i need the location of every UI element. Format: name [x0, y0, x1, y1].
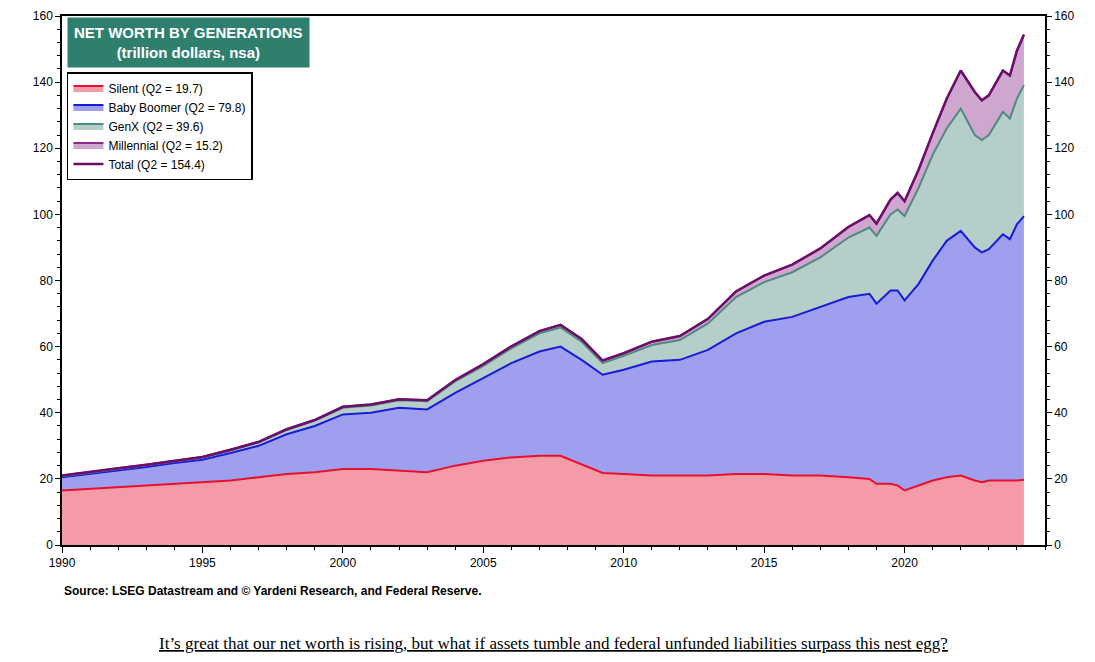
- svg-text:40: 40: [1054, 406, 1068, 420]
- svg-text:Baby Boomer (Q2 = 79.8): Baby Boomer (Q2 = 79.8): [108, 101, 245, 115]
- svg-text:Total (Q2 = 154.4): Total (Q2 = 154.4): [108, 158, 204, 172]
- svg-text:2010: 2010: [610, 556, 637, 570]
- svg-text:Millennial (Q2 = 15.2): Millennial (Q2 = 15.2): [108, 139, 222, 153]
- svg-text:0: 0: [1054, 538, 1061, 552]
- svg-text:160: 160: [1054, 9, 1074, 23]
- svg-text:100: 100: [1054, 208, 1074, 222]
- svg-text:2000: 2000: [330, 556, 357, 570]
- svg-text:2005: 2005: [470, 556, 497, 570]
- svg-text:20: 20: [1054, 472, 1068, 486]
- svg-text:120: 120: [33, 141, 53, 155]
- svg-text:160: 160: [33, 9, 53, 23]
- svg-text:100: 100: [33, 208, 53, 222]
- svg-text:20: 20: [39, 472, 53, 486]
- svg-text:0: 0: [46, 538, 53, 552]
- svg-text:Source: LSEG Datastream and ©: Source: LSEG Datastream and © Yardeni Re…: [64, 584, 481, 598]
- svg-text:60: 60: [1054, 340, 1068, 354]
- svg-text:2015: 2015: [751, 556, 778, 570]
- svg-text:1990: 1990: [49, 556, 76, 570]
- svg-text:140: 140: [33, 75, 53, 89]
- svg-text:GenX (Q2 = 39.6): GenX (Q2 = 39.6): [108, 120, 203, 134]
- svg-text:1995: 1995: [189, 556, 216, 570]
- svg-text:120: 120: [1054, 141, 1074, 155]
- svg-text:140: 140: [1054, 75, 1074, 89]
- svg-text:40: 40: [39, 406, 53, 420]
- svg-text:80: 80: [39, 274, 53, 288]
- svg-text:80: 80: [1054, 274, 1068, 288]
- svg-text:60: 60: [39, 340, 53, 354]
- svg-text:NET WORTH BY GENERATIONS(trill: NET WORTH BY GENERATIONS(trillion dollar…: [74, 24, 303, 61]
- svg-text:It’s great that our net worth: It’s great that our net worth is rising,…: [159, 634, 948, 653]
- svg-text:Silent (Q2 = 19.7): Silent (Q2 = 19.7): [108, 82, 202, 96]
- svg-text:2020: 2020: [891, 556, 918, 570]
